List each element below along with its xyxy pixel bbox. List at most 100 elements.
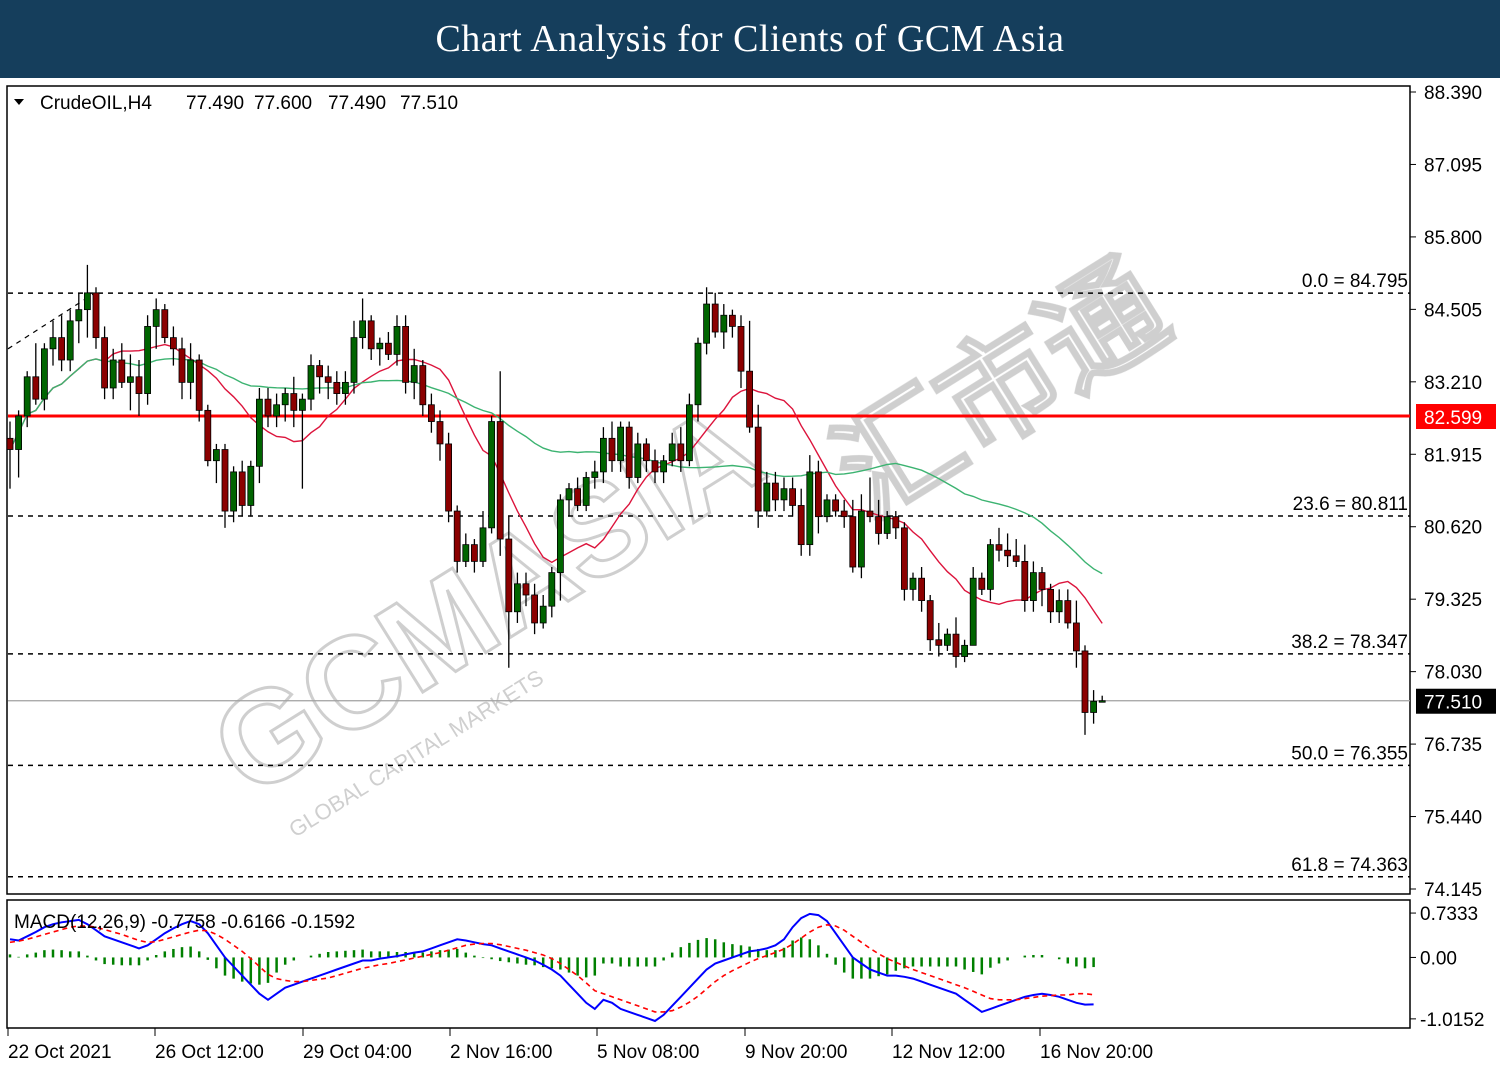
candle-body <box>987 544 994 590</box>
candle-body <box>84 292 91 311</box>
candle-body <box>367 320 375 350</box>
candle-body <box>169 337 177 350</box>
resistance-price-tag <box>1416 404 1496 430</box>
y-tick-label: 85.800 <box>1424 228 1482 249</box>
candle-body <box>1073 622 1080 652</box>
candle-body <box>75 309 83 322</box>
candle-body <box>496 421 504 540</box>
y-tick-label: 75.440 <box>1424 808 1482 829</box>
ohlc-close: 77.510 <box>400 93 458 114</box>
candle-body <box>118 359 126 383</box>
y-tick-label: 74.145 <box>1424 880 1482 901</box>
ohlc-low: 77.490 <box>328 93 386 114</box>
candle-body <box>909 577 917 590</box>
candle-body <box>926 600 934 641</box>
ohlc-high: 77.600 <box>254 93 312 114</box>
candle-body <box>307 365 315 400</box>
candle-body <box>92 292 100 339</box>
candle-body <box>858 510 865 568</box>
candle-body <box>643 443 650 462</box>
y-tick-label: 76.735 <box>1424 735 1482 756</box>
candle-body <box>376 342 384 350</box>
candle-body <box>333 381 341 394</box>
candle-body <box>1021 561 1029 601</box>
fib-level-label: 38.2 = 78.347 <box>1291 632 1408 653</box>
symbol-header: CrudeOIL,H4 77.490 77.600 77.490 77.510 <box>14 93 458 114</box>
candle-body <box>883 516 891 534</box>
chart-banner: Chart Analysis for Clients of GCM Asia <box>0 0 1500 78</box>
candle-body <box>832 499 839 512</box>
candle-body <box>187 359 195 383</box>
candle-body <box>651 460 659 473</box>
watermark-brand: GCMASIA <box>187 375 785 824</box>
trend-line <box>7 292 96 350</box>
fib-level-label: 61.8 = 74.363 <box>1291 855 1408 876</box>
candle-body <box>1055 600 1063 613</box>
candle-body <box>488 421 496 529</box>
candle-body <box>703 303 710 344</box>
candle-body <box>178 348 186 383</box>
candle-body <box>359 320 367 339</box>
candle-body <box>514 583 521 613</box>
candle-body <box>238 471 246 506</box>
candle-body <box>754 426 762 512</box>
candle-body <box>247 465 255 506</box>
y-tick-label: 84.505 <box>1424 300 1482 321</box>
candle-body <box>1004 549 1011 557</box>
y-tick-label: 80.620 <box>1424 518 1482 539</box>
candle-body <box>694 342 702 406</box>
candle-body <box>789 488 796 506</box>
candle-body <box>772 482 779 501</box>
candle-body <box>935 639 943 646</box>
candle-body <box>591 471 599 478</box>
y-tick-label: 83.210 <box>1424 373 1482 394</box>
candle-body <box>66 320 74 361</box>
indicator-panel-frame <box>6 899 1411 1029</box>
candle-body <box>324 376 332 383</box>
watermark: GCMASIA GLOBAL CAPITAL MARKETS 汇市通 <box>186 234 1192 842</box>
candle-body <box>668 443 676 462</box>
candle-body <box>617 426 624 462</box>
candle-body <box>212 449 220 462</box>
ohlc-open: 77.490 <box>186 93 244 114</box>
candle-body <box>557 499 564 574</box>
candle-body <box>969 577 977 646</box>
candle-body <box>806 471 814 546</box>
candle-body <box>901 527 908 590</box>
candle-body <box>410 365 418 383</box>
candle-body <box>144 326 152 394</box>
candle-body <box>419 365 427 406</box>
candle-body <box>548 572 556 607</box>
macd-signal-line <box>9 923 1094 1013</box>
candle-body <box>49 337 57 350</box>
y-tick-label: 81.915 <box>1424 445 1482 466</box>
x-tick-label: 2 Nov 16:00 <box>450 1042 552 1063</box>
candle-body <box>445 443 453 512</box>
candle-body <box>729 314 736 327</box>
candle-body <box>1098 700 1106 703</box>
x-tick-label: 5 Nov 08:00 <box>597 1042 699 1063</box>
banner-title: Chart Analysis for Clients of GCM Asia <box>435 18 1065 60</box>
macd-y-tick-label: -1.0152 <box>1420 1010 1484 1031</box>
macd-line <box>9 912 1094 1023</box>
chevron-down-icon[interactable] <box>14 99 24 105</box>
candle-body <box>1038 572 1046 590</box>
x-tick-label: 9 Nov 20:00 <box>745 1042 847 1063</box>
candle-body <box>746 370 753 428</box>
candle-body <box>522 583 530 596</box>
candle-body <box>634 443 642 478</box>
candle-body <box>255 398 263 467</box>
candle-body <box>101 337 108 389</box>
candle-body <box>961 644 968 657</box>
candle-body <box>1012 555 1020 562</box>
x-tick-label: 22 Oct 2021 <box>8 1042 112 1063</box>
candle-body <box>15 415 23 450</box>
candle-body <box>436 421 444 445</box>
macd-y-tick-label: 0.7333 <box>1420 904 1478 925</box>
candle-body <box>127 376 134 383</box>
candle-body <box>660 460 667 473</box>
candle-body <box>952 633 960 657</box>
candle-body <box>720 314 728 333</box>
candle-body <box>341 381 349 394</box>
candle-body <box>32 376 40 400</box>
